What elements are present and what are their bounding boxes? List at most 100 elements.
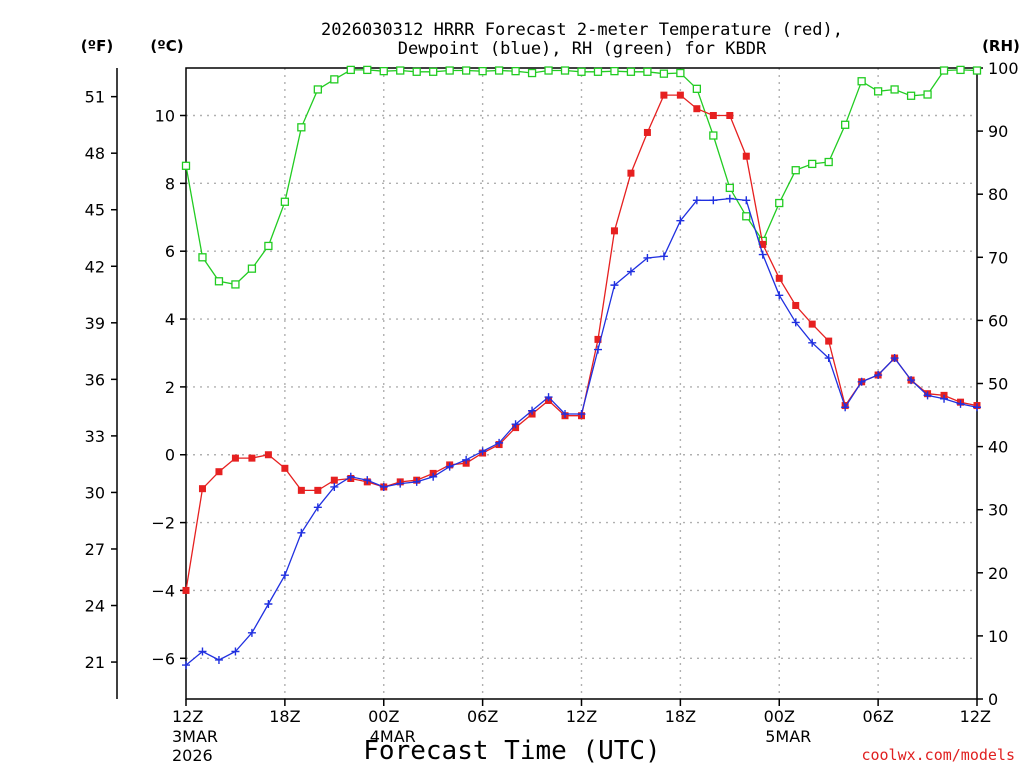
dewpoint-point: [379, 482, 388, 491]
temperature-point: [248, 454, 256, 462]
temperature-point: [610, 227, 618, 235]
rh-point: [198, 253, 207, 262]
rh-point: [956, 65, 965, 75]
rh-point: [297, 123, 306, 132]
temperature-point: [231, 454, 239, 462]
rh-series: [181, 65, 982, 289]
rh-tick-label: 100: [988, 59, 1019, 78]
dewpoint-point: [445, 462, 454, 471]
chart-subtitle: Dewpoint (blue), RH (green) for KBDR: [398, 39, 767, 59]
rh-point: [577, 67, 586, 76]
dewpoint-point: [182, 661, 190, 670]
dewpoint-point: [907, 376, 916, 385]
f-tick-label: 39: [85, 314, 105, 333]
dewpoint-point: [495, 438, 504, 447]
dewpoint-point: [214, 655, 223, 664]
f-tick-label: 27: [85, 540, 105, 559]
c-tick-label: 6: [165, 242, 175, 261]
dewpoint-point: [742, 196, 751, 205]
data-series: [181, 65, 982, 670]
rh-point: [560, 66, 570, 75]
dewpoint-point: [709, 196, 718, 205]
rh-tick-label: 30: [988, 501, 1008, 520]
dewpoint-point: [676, 216, 685, 225]
temperature-point: [742, 152, 750, 160]
temperature-point: [759, 240, 767, 248]
dewpoint-point: [330, 482, 339, 491]
temperature-point: [594, 335, 602, 343]
dewpoint-point: [231, 647, 240, 656]
rh-point: [626, 67, 636, 76]
rh-point: [511, 67, 520, 76]
x-tick-date-label: 4MAR: [370, 727, 416, 746]
f-tick-label: 33: [85, 427, 105, 446]
dewpoint-point: [198, 647, 207, 656]
rh-point: [775, 198, 784, 208]
rh-point: [742, 212, 751, 221]
rh-point: [313, 85, 322, 94]
rh-axis-unit: (RH): [982, 37, 1020, 55]
temperature-point: [825, 337, 833, 345]
rh-point: [610, 67, 619, 76]
dewpoint-point: [841, 403, 850, 412]
dewpoint-point: [511, 420, 520, 429]
rh-point: [808, 159, 817, 169]
f-tick-label: 30: [85, 483, 105, 502]
rh-point: [923, 90, 932, 99]
rh-point: [544, 66, 553, 75]
rh-point: [494, 66, 504, 75]
dewpoint-point: [643, 253, 652, 262]
rh-point: [890, 85, 899, 94]
temperature-point: [792, 301, 800, 309]
x-tick-label: 12Z: [960, 707, 991, 726]
dewpoint-point: [610, 281, 619, 290]
c-tick-label: 0: [165, 446, 175, 465]
rh-tick-label: 20: [988, 564, 1008, 583]
temperature-point: [314, 486, 322, 494]
dewpoint-point: [478, 447, 487, 456]
dewpoint-point: [528, 406, 537, 415]
x-tick-date-label: 5MAR: [765, 727, 811, 746]
temperature-point: [215, 468, 223, 476]
rh-point: [396, 66, 405, 75]
rh-tick-label: 50: [988, 375, 1008, 394]
temperature-point: [297, 486, 305, 494]
rh-point: [939, 66, 949, 75]
dewpoint-point: [940, 394, 949, 403]
dewpoint-point: [725, 194, 734, 203]
temperature-point: [198, 485, 206, 493]
rh-point: [692, 84, 702, 93]
c-tick-label: 10: [155, 106, 175, 125]
dewpoint-point: [758, 250, 767, 259]
dewpoint-point: [956, 399, 965, 408]
rh-tick-label: 90: [988, 122, 1008, 141]
dewpoint-point: [791, 318, 800, 327]
rh-point: [478, 67, 487, 76]
rh-point: [214, 277, 224, 286]
credit-text: coolwx.com/models: [861, 746, 1015, 764]
temperature-point: [775, 274, 783, 282]
dewpoint-point: [313, 503, 322, 512]
dewpoint-point: [824, 354, 833, 363]
fahrenheit-axis-unit: (ºF): [81, 37, 113, 55]
dewpoint-point: [544, 393, 553, 402]
rh-point: [363, 65, 372, 75]
dewpoint-point: [264, 600, 273, 609]
c-tick-label: −6: [151, 649, 175, 668]
rh-point: [841, 120, 850, 129]
dewpoint-point: [561, 410, 570, 419]
x-tick-label: 18Z: [269, 707, 300, 726]
dewpoint-point: [874, 371, 883, 380]
dewpoint-point: [626, 267, 635, 276]
dewpoint-point: [973, 403, 981, 412]
rh-point: [280, 197, 290, 206]
rh-point: [247, 264, 257, 273]
dewpoint-series: [182, 194, 981, 670]
x-tick-label: 18Z: [665, 707, 696, 726]
x-tick-label: 00Z: [764, 707, 795, 726]
dewpoint-point: [775, 291, 784, 300]
rh-point: [346, 65, 355, 75]
temperature-point: [808, 320, 816, 328]
